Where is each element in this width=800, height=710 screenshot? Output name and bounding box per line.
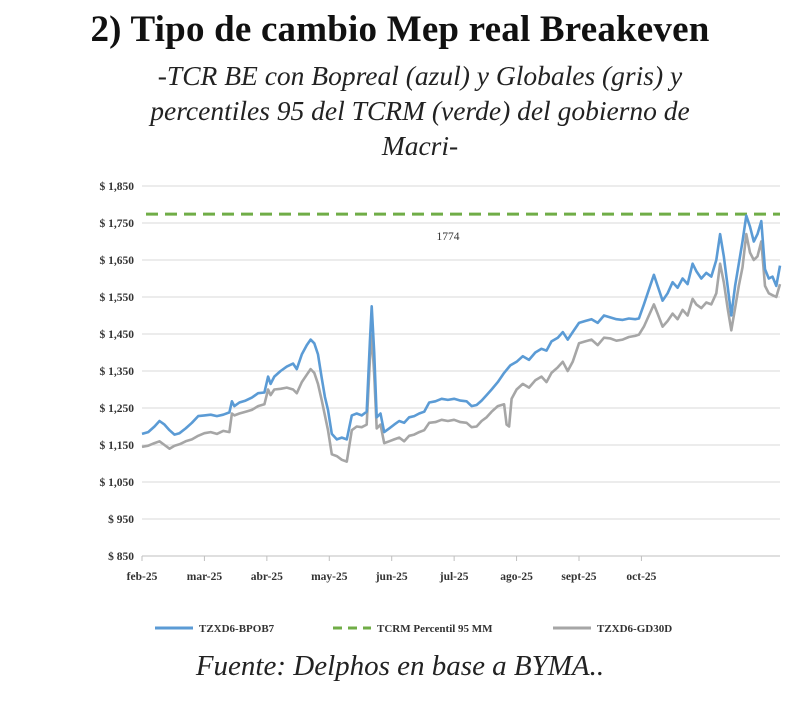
y-tick-label: $ 1,250 bbox=[100, 402, 135, 415]
x-tick-label: jul-25 bbox=[439, 571, 469, 583]
plot-area: 1774 bbox=[141, 212, 782, 463]
chart-gridlines bbox=[142, 185, 780, 557]
x-tick-label: mar-25 bbox=[187, 571, 223, 583]
y-tick-label: $ 1,450 bbox=[100, 328, 135, 341]
source-note: Fuente: Delphos en base a BYMA.. bbox=[195, 650, 605, 682]
x-tick-label: may-25 bbox=[311, 571, 348, 583]
legend-label: TZXD6-GD30D bbox=[597, 623, 672, 635]
page-title: 2) Tipo de cambio Mep real Breakeven bbox=[90, 9, 710, 50]
chart-legend: TZXD6-BPOB7 TCRM Percentil 95 MM TZXD6-GD3… bbox=[155, 623, 672, 635]
subtitle-line-1: -TCR BE con Bopreal (azul) y Globales (g… bbox=[157, 60, 683, 91]
y-tick-label: $ 1,550 bbox=[100, 291, 135, 304]
series-line-globales bbox=[141, 232, 782, 463]
x-tick-label: sept-25 bbox=[561, 571, 596, 583]
x-tick-label: ago-25 bbox=[500, 571, 533, 583]
subtitle-line-3: Macri- bbox=[381, 130, 459, 161]
x-tick-label: feb-25 bbox=[127, 571, 158, 583]
y-tick-label: $ 950 bbox=[108, 513, 134, 526]
x-tick-label: oct-25 bbox=[626, 571, 656, 583]
x-axis: feb-25 mar-25 abr-25 may-25 jun-25 jul-25 ago-… bbox=[127, 555, 780, 583]
y-tick-label: $ 1,850 bbox=[100, 180, 135, 193]
legend-label: TZXD6-BPOB7 bbox=[199, 623, 275, 635]
subtitle-line-2: percentiles 95 del TCRM (verde) del gobi… bbox=[150, 95, 690, 126]
data-label-1774: 1774 bbox=[437, 231, 460, 243]
x-tick-label: abr-25 bbox=[251, 571, 283, 583]
y-tick-label: $ 1,750 bbox=[100, 217, 135, 230]
chart-subtitle: -TCR BE con Bopreal (azul) y Globales (g… bbox=[60, 58, 780, 163]
y-tick-label: $ 850 bbox=[108, 550, 134, 563]
y-tick-label: $ 1,350 bbox=[100, 365, 135, 378]
series-line-bopreal bbox=[141, 214, 782, 441]
x-tick-label: jun-25 bbox=[375, 571, 408, 583]
y-tick-label: $ 1,150 bbox=[100, 439, 135, 452]
y-tick-label: $ 1,050 bbox=[100, 476, 135, 489]
y-axis: $ 850 $ 950 $ 1,050 $ 1,150 $ 1,250 $ 1,350 $ … bbox=[100, 180, 135, 563]
y-tick-label: $ 1,650 bbox=[100, 254, 135, 267]
legend-label: TCRM Percentil 95 MM bbox=[377, 623, 493, 635]
